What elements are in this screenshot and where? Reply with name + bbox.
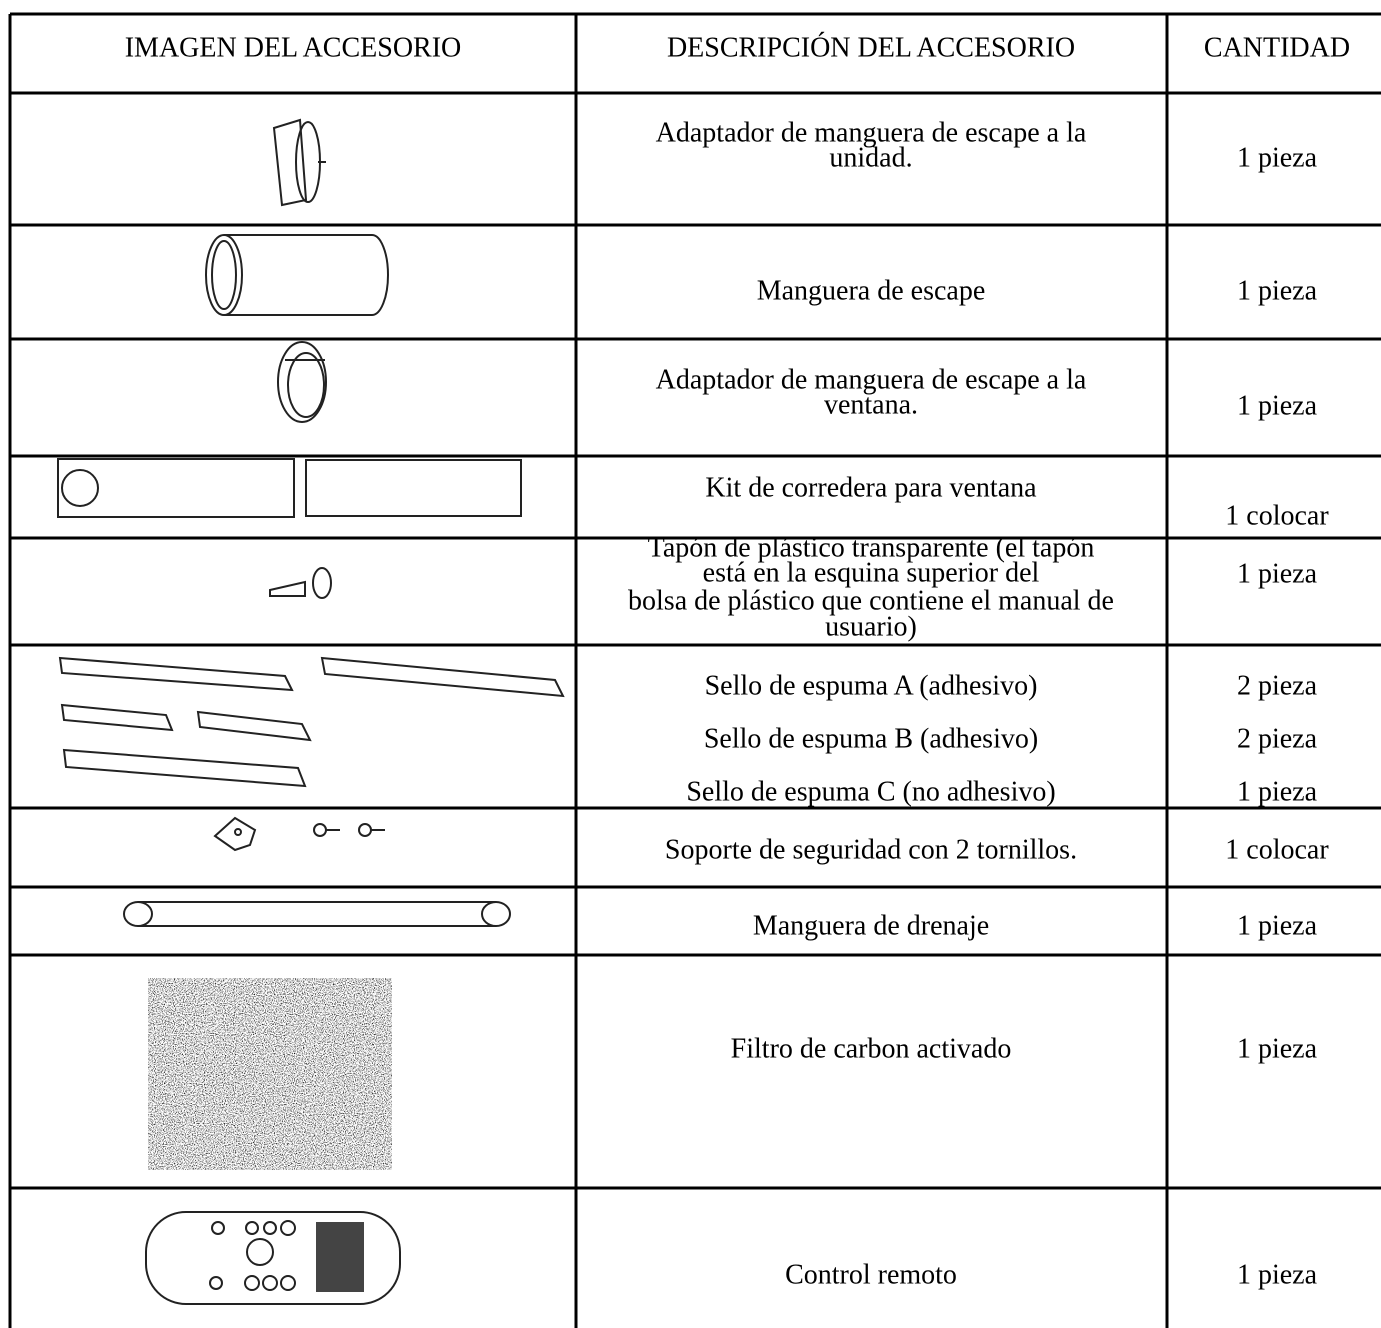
description-line: Control remoto	[785, 1259, 957, 1290]
carbon-filter-image	[148, 978, 392, 1170]
description-line: Tapón de plástico transparente (el tapón	[648, 532, 1095, 563]
description-line: Manguera de escape	[757, 275, 986, 306]
quantity: 1 pieza	[1237, 776, 1318, 807]
quantity: 1 pieza	[1237, 275, 1318, 306]
plug-image	[269, 567, 332, 599]
table-grid	[8, 12, 1381, 1328]
drain-hose-image	[123, 901, 511, 927]
quantity: 1 pieza	[1237, 558, 1318, 589]
quantity: 1 colocar	[1225, 834, 1329, 865]
quantity: 2 pieza	[1237, 723, 1318, 754]
table-text: IMAGEN DEL ACCESORIO DESCRIPCIÓN DEL ACCE…	[125, 32, 1350, 1290]
remote-control-image	[145, 1211, 401, 1305]
description-line: bolsa de plástico que contiene el manual…	[628, 585, 1114, 616]
description-line: Sello de espuma B (adhesivo)	[704, 723, 1038, 754]
window-adapter-image	[277, 341, 327, 423]
quantity: 1 pieza	[1237, 910, 1318, 941]
quantity: 2 pieza	[1237, 670, 1318, 701]
description-line: Filtro de carbon activado	[731, 1033, 1012, 1064]
quantity: 1 pieza	[1237, 1033, 1318, 1064]
header-cell: CANTIDAD	[1204, 32, 1350, 63]
quantity: 1 pieza	[1237, 142, 1318, 173]
description-line: unidad.	[829, 142, 912, 173]
description-line: Soporte de seguridad con 2 tornillos.	[665, 834, 1077, 865]
unit-adapter-image	[272, 118, 326, 207]
header-cell: DESCRIPCIÓN DEL ACCESORIO	[667, 32, 1075, 63]
safety-bracket-image	[213, 816, 385, 852]
description-line: Kit de corredera para ventana	[705, 472, 1037, 503]
description-line: Adaptador de manguera de escape a la	[656, 117, 1087, 148]
accessory-images	[57, 118, 565, 1305]
description-line: Adaptador de manguera de escape a la	[656, 364, 1087, 395]
description-line: Manguera de drenaje	[753, 910, 989, 941]
description-line: Sello de espuma C (no adhesivo)	[686, 776, 1055, 807]
foam-seals-image	[58, 656, 565, 788]
description-line: usuario)	[825, 611, 917, 642]
description-line: ventana.	[824, 389, 918, 420]
quantity: 1 pieza	[1237, 390, 1318, 421]
window-slider-kit-image	[57, 458, 522, 518]
description-line: Sello de espuma A (adhesivo)	[705, 670, 1038, 701]
header-cell: IMAGEN DEL ACCESORIO	[125, 32, 462, 63]
exhaust-hose-image	[205, 234, 389, 316]
quantity: 1 pieza	[1237, 1259, 1318, 1290]
quantity: 1 colocar	[1225, 500, 1329, 531]
description-line: está en la esquina superior del	[703, 557, 1040, 588]
